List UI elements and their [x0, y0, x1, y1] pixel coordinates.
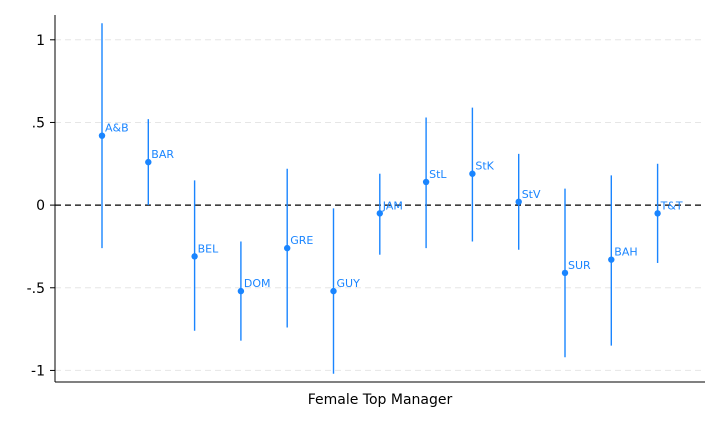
estimate-point [561, 269, 569, 277]
point-label: T&T [660, 199, 683, 212]
estimate-point [191, 253, 198, 260]
point-label: StV [522, 188, 541, 201]
estimate-point [422, 178, 430, 186]
y-tick-label: -.5 [27, 281, 45, 297]
series-layer: A&B BAR BEL DOM GRE GUY JAM StL StK StV SUR BAH T&T [98, 23, 683, 374]
point-label: BAR [151, 148, 174, 161]
point-label: A&B [105, 122, 129, 135]
point-label: DOM [244, 277, 271, 290]
point-label: StL [429, 168, 447, 181]
estimate-point [237, 287, 245, 295]
y-tick-label: .5 [32, 115, 45, 131]
point-label: GUY [337, 277, 361, 290]
x-axis-title: Female Top Manager [308, 392, 453, 408]
y-tick-layer: 1 .5 0 -.5 -1 [27, 33, 55, 379]
point-label: GRE [290, 234, 313, 247]
estimate-point [654, 210, 661, 217]
point-label: BAH [614, 246, 637, 259]
y-tick-label: -1 [31, 363, 45, 379]
point-label: SUR [568, 259, 591, 272]
estimate-point [515, 198, 522, 206]
y-tick-label: 1 [36, 33, 45, 49]
estimate-point [376, 210, 383, 217]
axis-layer [54, 15, 705, 383]
estimate-point [608, 256, 615, 263]
estimate-point [145, 158, 152, 166]
estimate-point [98, 132, 106, 139]
point-label: StK [475, 160, 494, 173]
estimate-point [330, 287, 337, 295]
estimate-point [284, 244, 291, 252]
point-label: BEL [198, 242, 219, 255]
point-label: JAM [382, 199, 403, 212]
y-tick-label: 0 [36, 198, 45, 214]
estimate-point [469, 170, 476, 177]
grid-layer [55, 39, 705, 371]
